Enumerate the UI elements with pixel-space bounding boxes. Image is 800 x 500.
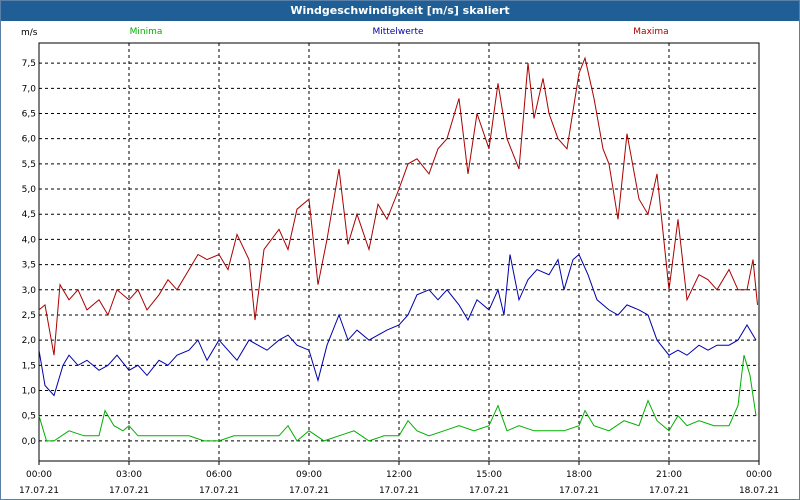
y-tick-label: 4,0 — [22, 235, 37, 245]
x-tick-date-label: 17.07.21 — [289, 486, 329, 496]
y-tick-label: 4,5 — [22, 210, 36, 220]
legend-entry-minima: Minima — [130, 27, 163, 37]
x-tick-time-label: 03:00 — [116, 470, 142, 480]
x-tick-date-label: 17.07.21 — [649, 486, 689, 496]
y-tick-label: 5,0 — [22, 185, 37, 195]
x-tick-time-label: 06:00 — [206, 470, 232, 480]
y-tick-label: 6,5 — [22, 110, 36, 120]
series-line-minima — [38, 355, 757, 442]
x-tick-time-label: 12:00 — [386, 470, 412, 480]
legend-entry-maxima: Maxima — [633, 27, 668, 37]
x-tick-date-label: 17.07.21 — [19, 486, 59, 496]
y-tick-label: 6,0 — [22, 135, 37, 145]
x-tick-time-label: 18:00 — [566, 470, 592, 480]
series-line-mittelwerte — [38, 253, 757, 397]
y-tick-label: 3,0 — [22, 286, 37, 296]
y-tick-label: 3,5 — [22, 261, 36, 271]
legend-entry-mittelwerte: Mittelwerte — [372, 27, 423, 37]
y-tick-label: 7,0 — [22, 84, 37, 94]
y-tick-label: 5,5 — [22, 160, 36, 170]
x-axis-ticks: 00:00 17.07.21 03:00 17.07.21 06:00 17.07.21 0… — [19, 461, 779, 496]
y-tick-label: 7,5 — [22, 59, 36, 69]
y-tick-label: 2,5 — [22, 311, 36, 321]
series-lines — [38, 56, 758, 442]
x-tick-time-label: 15:00 — [476, 470, 502, 480]
y-axis-ticks: 0,0 0,5 1,0 1,5 2,0 2,5 3,0 3,5 4,0 4,5 5,0 5,5 6,0 6… — [22, 59, 37, 447]
y-tick-label: 0,5 — [22, 412, 36, 422]
x-tick-time-label: 00:00 — [26, 470, 52, 480]
x-tick-date-label: 17.07.21 — [469, 486, 509, 496]
x-tick-date-label: 18.07.21 — [739, 486, 779, 496]
x-tick-time-label: 21:00 — [656, 470, 682, 480]
x-tick-time-label: 00:00 — [746, 470, 772, 480]
y-tick-label: 1,5 — [22, 361, 36, 371]
series-line-maxima — [38, 56, 758, 356]
x-tick-date-label: 17.07.21 — [559, 486, 599, 496]
y-axis-unit-label: m/s — [21, 28, 38, 38]
x-tick-time-label: 09:00 — [296, 470, 322, 480]
x-tick-date-label: 17.07.21 — [199, 486, 239, 496]
wind-speed-chart: 0,0 0,5 1,0 1,5 2,0 2,5 3,0 3,5 4,0 4,5 5,0 5,5 6,0 6… — [19, 27, 779, 496]
chart-title: Windgeschwindigkeit [m/s] skaliert — [1, 1, 799, 21]
x-tick-date-label: 17.07.21 — [109, 486, 149, 496]
y-tick-label: 1,0 — [22, 386, 37, 396]
y-tick-label: 0,0 — [22, 437, 37, 447]
y-tick-label: 2,0 — [22, 336, 37, 346]
grid-lines — [38, 42, 760, 462]
x-tick-date-label: 17.07.21 — [379, 486, 419, 496]
legend: Minima Mittelwerte Maxima — [130, 27, 669, 37]
